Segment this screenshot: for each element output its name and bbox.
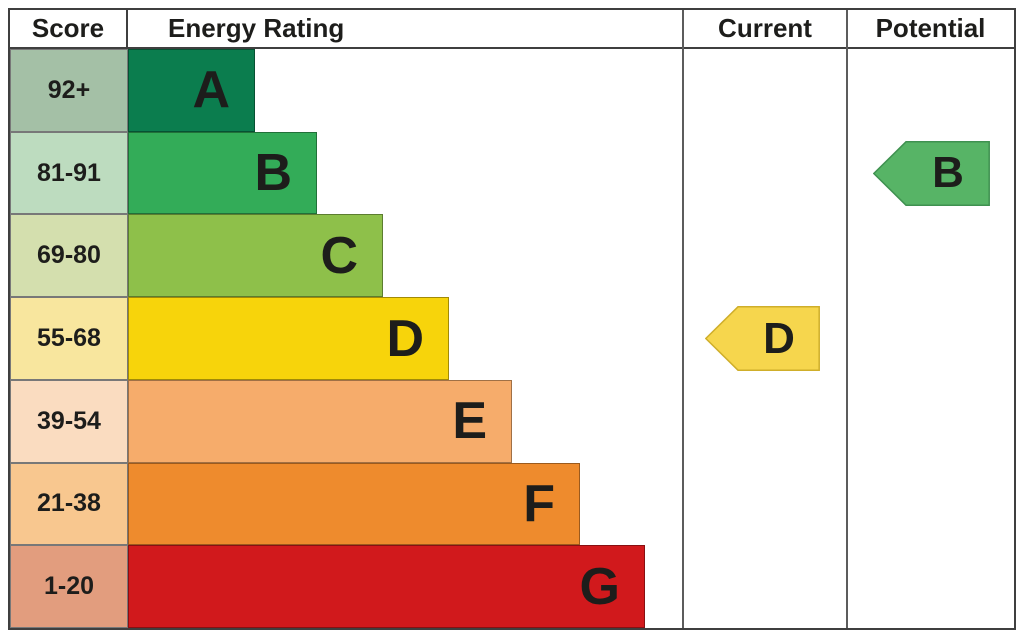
band-row: 81-91 B [10,131,1014,215]
band-row: 21-38 F [10,462,1014,546]
score-cell: 21-38 [10,462,128,546]
score-cell: 81-91 [10,131,128,215]
left-pointer-icon [873,140,990,206]
energy-band-bar: E [128,379,512,463]
band-row: 92+ A [10,49,1014,132]
header-score: Score [10,10,128,47]
energy-band-bar: A [128,49,255,132]
band-letter: A [192,61,230,120]
energy-band-bar: D [128,297,449,380]
energy-band-bar: B [128,131,317,215]
band-letter: C [320,226,358,285]
potential-column-divider [846,10,848,628]
current-rating-arrow: D [705,306,820,371]
potential-rating-arrow: B [873,140,990,206]
energy-band-bar: C [128,214,383,298]
band-row: 69-80 C [10,214,1014,298]
band-row: 39-54 E [10,379,1014,463]
current-rating-letter: D [763,313,795,363]
score-range-label: 81-91 [37,158,101,187]
band-letter: F [523,474,555,533]
score-cell: 1-20 [10,545,128,629]
header-energy-rating: Energy Rating [168,13,345,43]
header-potential: Potential [875,13,986,43]
current-column-divider [682,10,684,628]
band-letter: D [386,309,424,368]
energy-band-bar: F [128,462,580,546]
score-cell: 55-68 [10,297,128,380]
bands: 92+ A 81-91 B 69-80 C 55-68 D 39-54 [10,49,1014,629]
band-row: 55-68 D [10,297,1014,380]
epc-energy-rating-chart: Score Energy Rating Current Potential 92… [8,8,1016,630]
score-cell: 92+ [10,49,128,132]
left-pointer-icon [705,306,820,371]
header-current: Current [718,13,812,43]
score-cell: 39-54 [10,379,128,463]
energy-band-bar: G [128,545,645,629]
score-range-label: 1-20 [43,572,95,601]
band-row: 1-20 G [10,545,1014,629]
score-cell: 69-80 [10,214,128,298]
band-letter: G [579,557,620,616]
score-range-label: 92+ [47,75,91,104]
band-letter: B [254,144,292,203]
band-letter: E [452,392,487,451]
score-range-label: 55-68 [37,324,101,353]
potential-rating-letter: B [932,148,964,198]
score-range-label: 39-54 [37,406,101,435]
chart-header-row: Score Energy Rating Current Potential [10,10,1014,49]
score-range-label: 21-38 [37,489,101,518]
score-range-label: 69-80 [37,241,101,270]
